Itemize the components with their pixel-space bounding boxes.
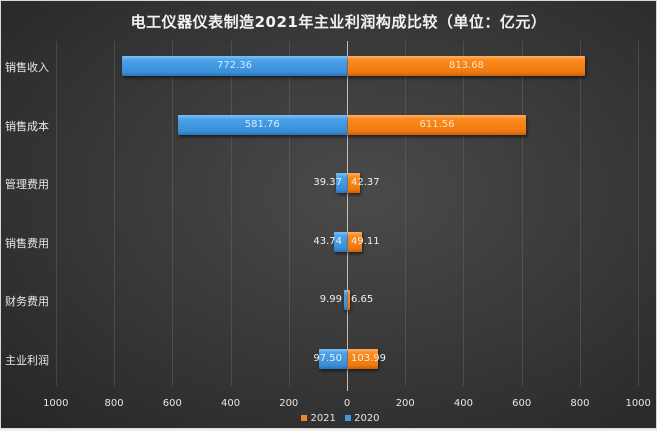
gridline bbox=[405, 41, 407, 386]
data-label-2021: 813.68 bbox=[448, 60, 484, 71]
bar-2021 bbox=[348, 290, 350, 310]
gridline bbox=[288, 41, 290, 386]
gridline bbox=[521, 41, 523, 386]
data-label-2020: 39.37 bbox=[313, 177, 342, 188]
legend-label-2021: 2021 bbox=[310, 413, 336, 424]
category-label: 管理费用 bbox=[5, 178, 49, 191]
bar-2020 bbox=[334, 231, 347, 252]
data-label-2021: 611.56 bbox=[419, 118, 455, 130]
data-label-2020: 9.99 bbox=[319, 294, 342, 305]
data-label-2020: 772.36 bbox=[217, 60, 253, 71]
bar-2020 bbox=[177, 114, 347, 135]
chart-title: 电工仪器仪表制造2021年主业利润构成比较（单位：亿元） bbox=[130, 13, 547, 31]
bar-2021 bbox=[348, 348, 379, 369]
gridline bbox=[114, 41, 116, 386]
x-tick-label: 600 bbox=[512, 398, 532, 409]
data-label-2021: 42.37 bbox=[351, 177, 380, 188]
gridline bbox=[463, 41, 465, 386]
x-tick-label: 1000 bbox=[625, 398, 651, 409]
legend-swatch-2021 bbox=[301, 415, 308, 421]
legend-item-2021: 2021 bbox=[301, 413, 336, 424]
bar-2021 bbox=[348, 56, 585, 76]
gridline bbox=[638, 41, 640, 386]
legend: 2021 2020 bbox=[1, 413, 656, 424]
category-label: 销售收入 bbox=[5, 61, 49, 74]
x-tick-label: 0 bbox=[343, 398, 351, 409]
zero-axis-line bbox=[347, 41, 348, 391]
data-label-2020: 581.76 bbox=[244, 118, 280, 130]
category-label: 销售成本 bbox=[5, 119, 49, 133]
category-label: 销售费用 bbox=[5, 236, 49, 250]
category-label: 财务费用 bbox=[5, 295, 49, 308]
gridline bbox=[55, 41, 57, 386]
x-tick-label: 600 bbox=[162, 398, 182, 409]
x-tick-label: 400 bbox=[453, 398, 474, 409]
gridline bbox=[230, 41, 232, 386]
bar-2020 bbox=[318, 348, 347, 369]
bar-2021 bbox=[348, 231, 363, 252]
category-label: 主业利润 bbox=[5, 353, 49, 367]
data-label-2020: 43.74 bbox=[313, 235, 342, 247]
bar-2021 bbox=[348, 173, 361, 193]
gridline bbox=[172, 41, 174, 386]
gridline bbox=[579, 41, 581, 386]
bar-2020 bbox=[335, 173, 347, 193]
data-label-2020: 97.50 bbox=[313, 352, 342, 364]
data-label-2021: 103.99 bbox=[351, 352, 386, 364]
legend-swatch-2020 bbox=[345, 415, 352, 421]
legend-label-2020: 2020 bbox=[354, 413, 380, 424]
data-label-2021: 49.11 bbox=[351, 235, 380, 247]
x-tick-label: 400 bbox=[220, 398, 241, 409]
legend-item-2020: 2020 bbox=[345, 413, 380, 424]
data-label-2021: 6.65 bbox=[351, 294, 374, 305]
bar-2020 bbox=[122, 56, 347, 76]
x-tick-label: 200 bbox=[395, 398, 415, 409]
bar-2021 bbox=[348, 114, 527, 135]
x-tick-label: 1000 bbox=[43, 398, 69, 409]
x-tick-label: 200 bbox=[279, 398, 299, 409]
x-tick-label: 800 bbox=[104, 398, 124, 409]
x-tick-label: 800 bbox=[570, 398, 590, 409]
bar-2020 bbox=[344, 290, 347, 310]
